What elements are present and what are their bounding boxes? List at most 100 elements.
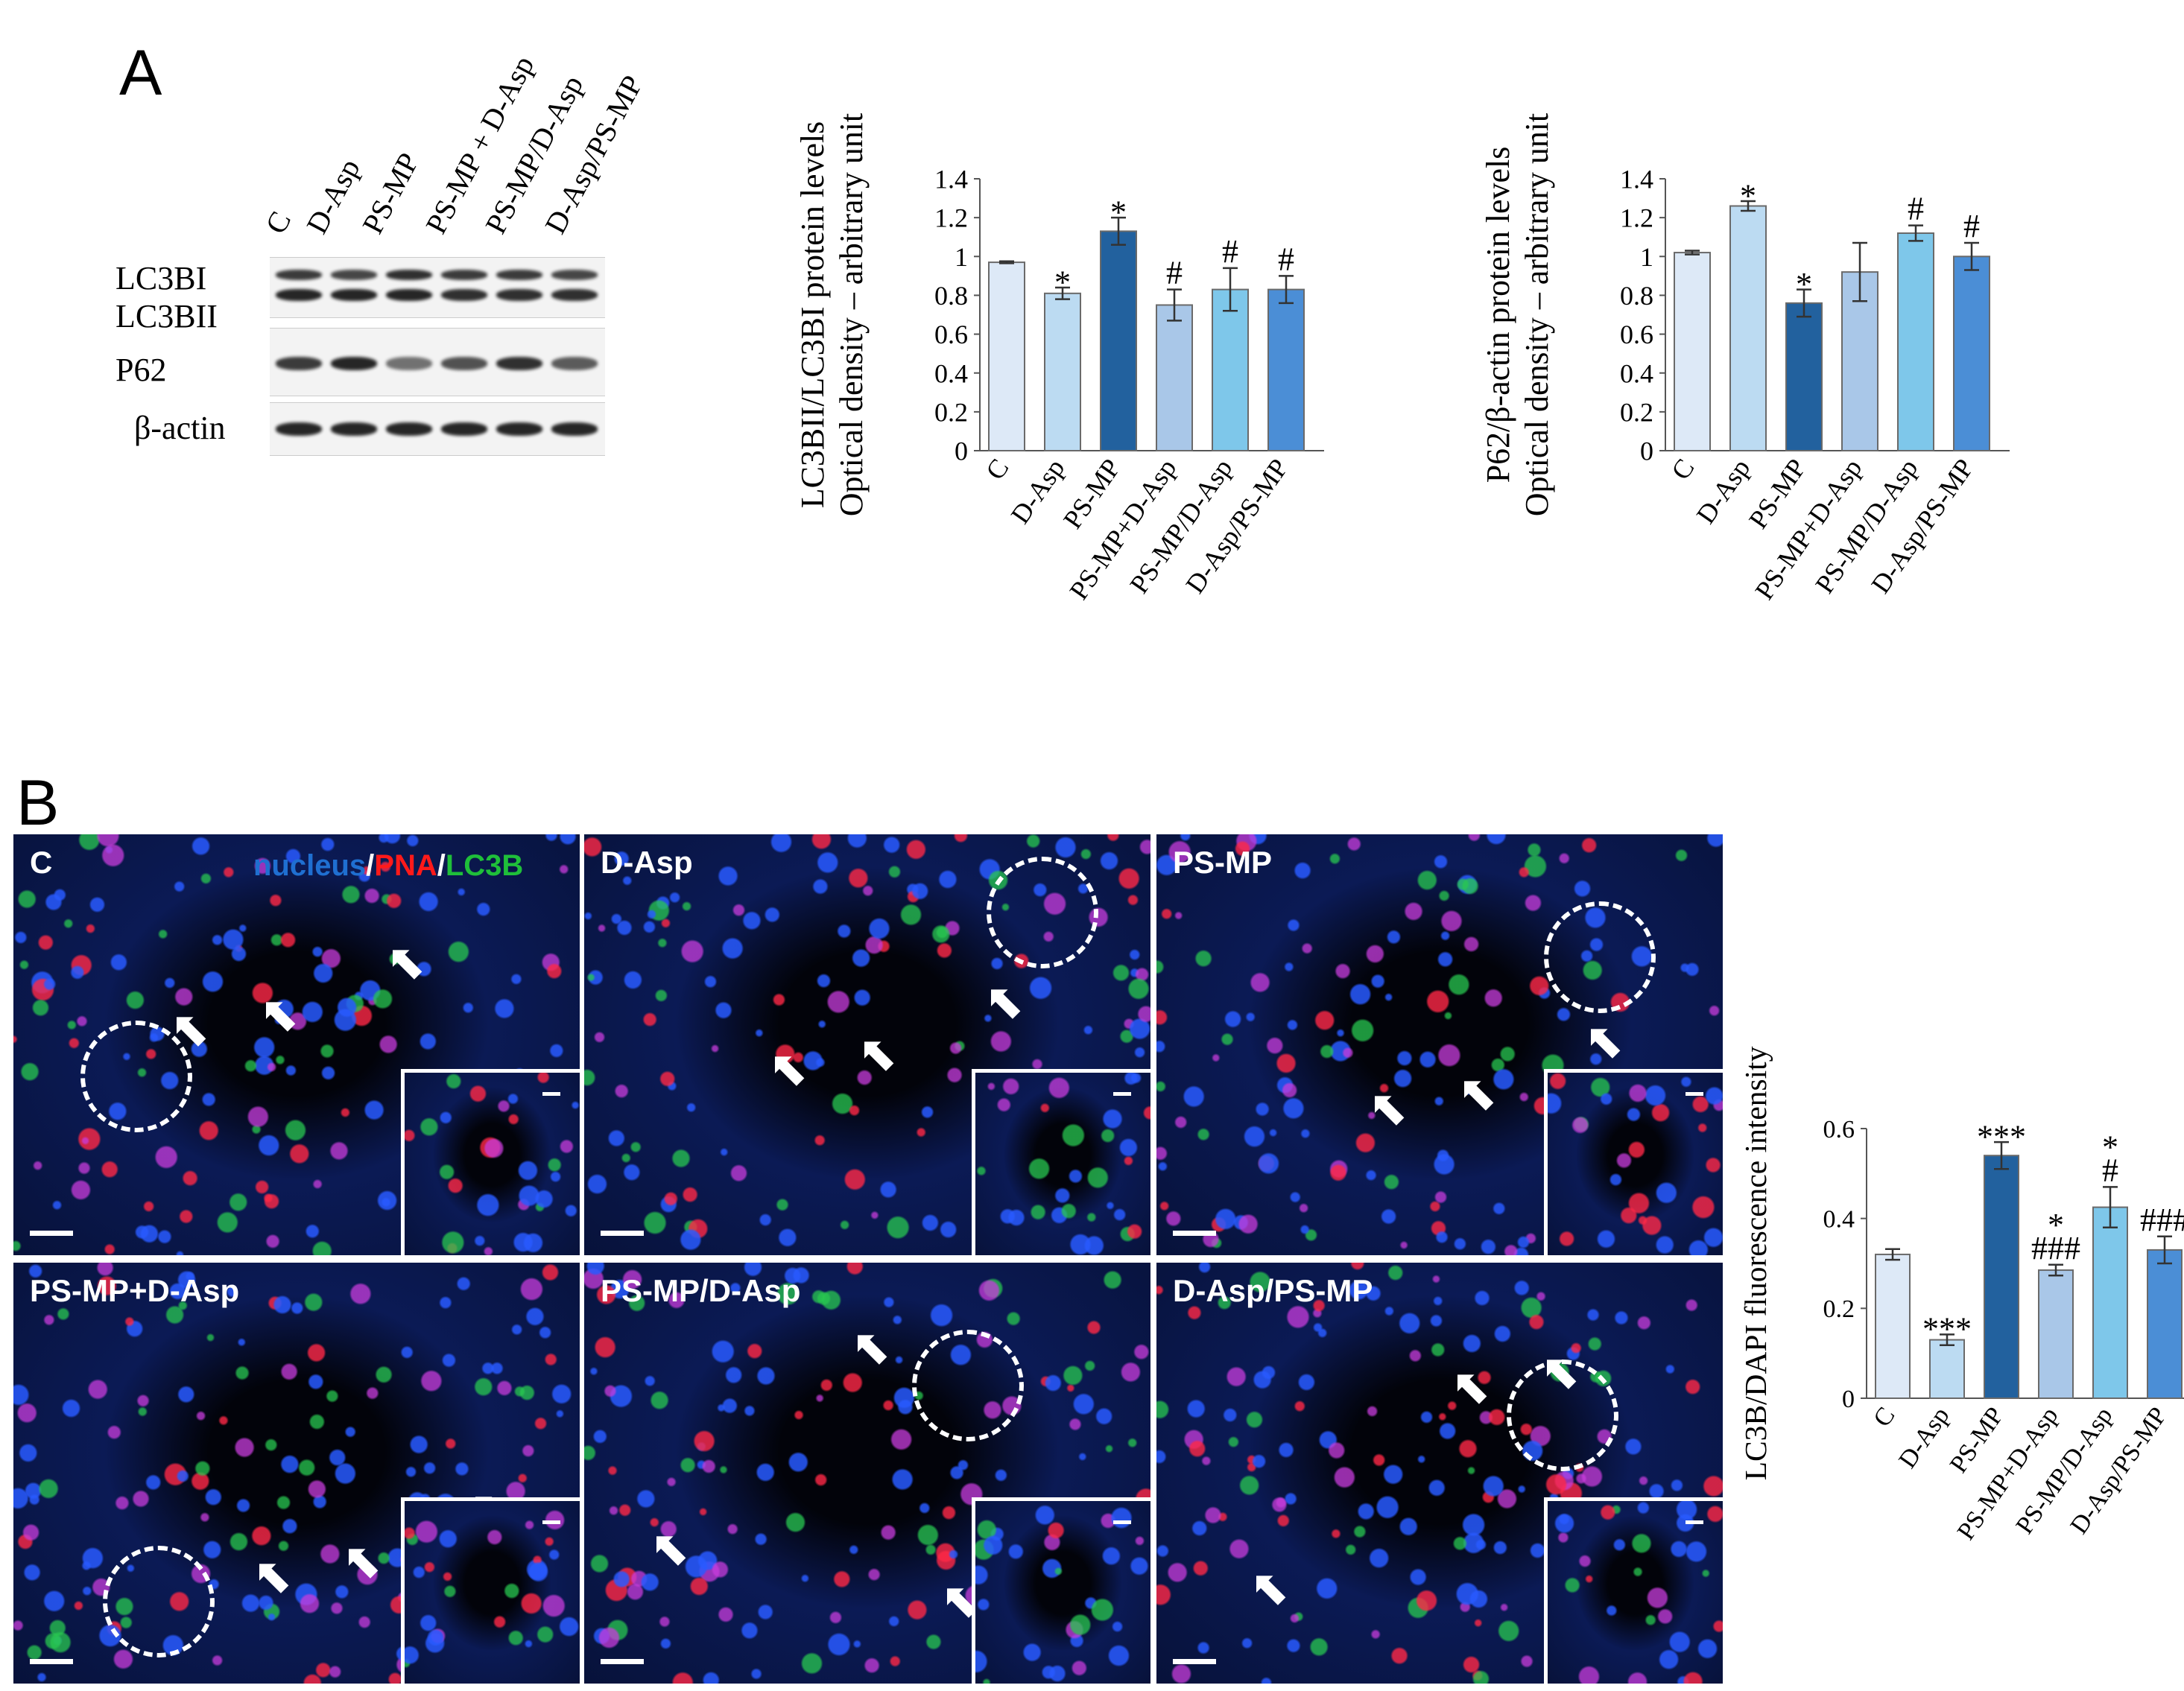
y-tick-label: 0.2 (934, 397, 968, 427)
significance-label: * (2048, 1207, 2064, 1243)
fluorescence-image-title: D-Asp (601, 845, 693, 880)
channel-separator: / (366, 849, 375, 882)
fluorescence-image: D-Asp ⬉ ⬉ ⬉ (584, 834, 1150, 1255)
arrow-icon: ⬉ (253, 1549, 293, 1604)
y-tick-label: 0.4 (934, 358, 968, 388)
blot-band (276, 422, 322, 436)
zoom-inset (972, 1069, 1150, 1255)
fluorescence-image: PS-MP+D-Asp⬉⬉⬉ (13, 1263, 580, 1684)
arrow-icon: ⬉ (1250, 1561, 1290, 1616)
fluorescence-image-title: D-Asp/PS-MP (1173, 1273, 1373, 1308)
channel-legend: nucleus/PNA/LC3B (253, 849, 523, 883)
blot-band (551, 422, 598, 436)
blot-band (441, 357, 487, 370)
y-tick-label: 1 (955, 242, 968, 272)
blot-band (276, 289, 322, 301)
blot-label-beta-actin: β-actin (134, 410, 226, 446)
y-axis-label: Optical density – arbitrary unit (1519, 113, 1555, 516)
y-axis-label: LC3BII/LC3BI protein levels (794, 121, 831, 508)
arrow-icon: ⬉ (342, 1534, 382, 1589)
blot-band (276, 357, 322, 370)
bar (1729, 205, 1767, 451)
bar (1984, 1155, 2019, 1399)
blot-band (496, 289, 542, 301)
inset-scale-bar (1113, 1520, 1131, 1524)
panel-b-letter: B (16, 767, 60, 839)
bar (1785, 302, 1823, 451)
blot-band (441, 422, 487, 436)
inset-scale-bar (542, 1520, 560, 1524)
blot-band (331, 289, 377, 301)
arrow-icon: ⬉ (984, 974, 1025, 1029)
zoom-inset (1544, 1497, 1723, 1684)
y-tick-label: 1 (1640, 242, 1653, 272)
scale-bar (30, 1231, 73, 1236)
chart-p62-beta-actin: 00.20.40.60.811.21.4C*D-Asp*PS-MPPS-MP+D… (1480, 113, 2010, 605)
zoom-inset (401, 1497, 580, 1684)
blot-band (496, 270, 542, 280)
arrow-icon: ⬉ (1368, 1081, 1408, 1136)
fluorescence-image: PS-MP ⬉ ⬉ ⬉ (1156, 834, 1723, 1255)
y-tick-label: 0.6 (934, 320, 968, 349)
blot-label-p62: P62 (115, 352, 167, 388)
blot-band (441, 289, 487, 301)
bar (1212, 288, 1249, 451)
fluorescence-image-title: PS-MP (1173, 845, 1273, 880)
arrow-icon: ⬉ (170, 1002, 210, 1057)
arrow-icon: ⬉ (858, 1027, 898, 1082)
bar (1897, 232, 1934, 451)
y-tick-label: 0.4 (1823, 1206, 1855, 1234)
bar (1953, 256, 1990, 451)
y-tick-label: 0.6 (1823, 1116, 1855, 1143)
fluorescence-image: C ⬉ ⬉ ⬉ (13, 834, 580, 1255)
channel-separator: / (437, 849, 446, 882)
arrow-icon: ⬉ (1457, 1066, 1498, 1121)
arrow-icon: ⬉ (1451, 1360, 1491, 1415)
y-axis-label: LC3B/DAPI fluorescence intensity (1738, 1046, 1773, 1480)
zoom-inset (1544, 1069, 1723, 1255)
lane-label: C (259, 206, 298, 239)
arrow-icon: ⬉ (1584, 1014, 1624, 1069)
fluorescence-image-title: PS-MP/D-Asp (601, 1273, 801, 1308)
arrow-icon: ⬉ (1540, 1345, 1580, 1400)
arrow-icon: ⬉ (768, 1041, 808, 1097)
bar (1929, 1339, 1965, 1400)
bar (1674, 252, 1711, 451)
significance-label: # (2102, 1152, 2118, 1188)
scale-bar (1173, 1231, 1216, 1236)
blot-band (441, 270, 487, 280)
region-of-interest-circle (103, 1546, 215, 1657)
significance-label: # (1278, 241, 1294, 277)
y-tick-label: 1.4 (934, 165, 968, 194)
x-category-label: C (1868, 1402, 1900, 1432)
y-tick-label: 0 (955, 437, 968, 466)
blot-band (386, 422, 432, 436)
blot-band (386, 289, 432, 301)
fluorescence-image-title: PS-MP+D-Asp (30, 1273, 240, 1308)
significance-label: * (2102, 1129, 2118, 1166)
y-tick-label: 0.8 (934, 281, 968, 311)
chart-lc3bii-lc3bi: 00.20.40.60.811.21.4C*D-Asp*PS-MP#PS-MP+… (794, 113, 1324, 605)
blot-band (331, 422, 377, 436)
bar (1875, 1253, 1911, 1399)
blot-band (551, 357, 598, 370)
scale-bar (1173, 1659, 1216, 1664)
scale-bar (601, 1659, 644, 1664)
chart-lc3b-dapi: 00.20.40.6C***D-Asp***PS-MP###*PS-MP+D-A… (1738, 1046, 2184, 1545)
y-axis-label: P62/β-actin protein levels (1480, 147, 1516, 483)
y-tick-label: 1.2 (934, 203, 968, 233)
inset-scale-bar (1113, 1092, 1131, 1096)
zoom-inset (972, 1497, 1150, 1684)
fluorescence-image: PS-MP/D-Asp ⬉ ⬉ ⬉ (584, 1263, 1150, 1684)
bar (2038, 1269, 2074, 1399)
significance-label: *** (1977, 1119, 2026, 1155)
blot-band (496, 422, 542, 436)
y-axis-label: Optical density – arbitrary unit (833, 113, 870, 516)
y-tick-label: 1.4 (1620, 165, 1653, 194)
bar (1100, 230, 1137, 451)
arrow-icon: ⬉ (386, 935, 426, 990)
region-of-interest-circle (912, 1330, 1024, 1441)
region-of-interest-circle (987, 857, 1098, 968)
bar (2092, 1206, 2128, 1399)
y-tick-label: 0 (1640, 437, 1653, 466)
